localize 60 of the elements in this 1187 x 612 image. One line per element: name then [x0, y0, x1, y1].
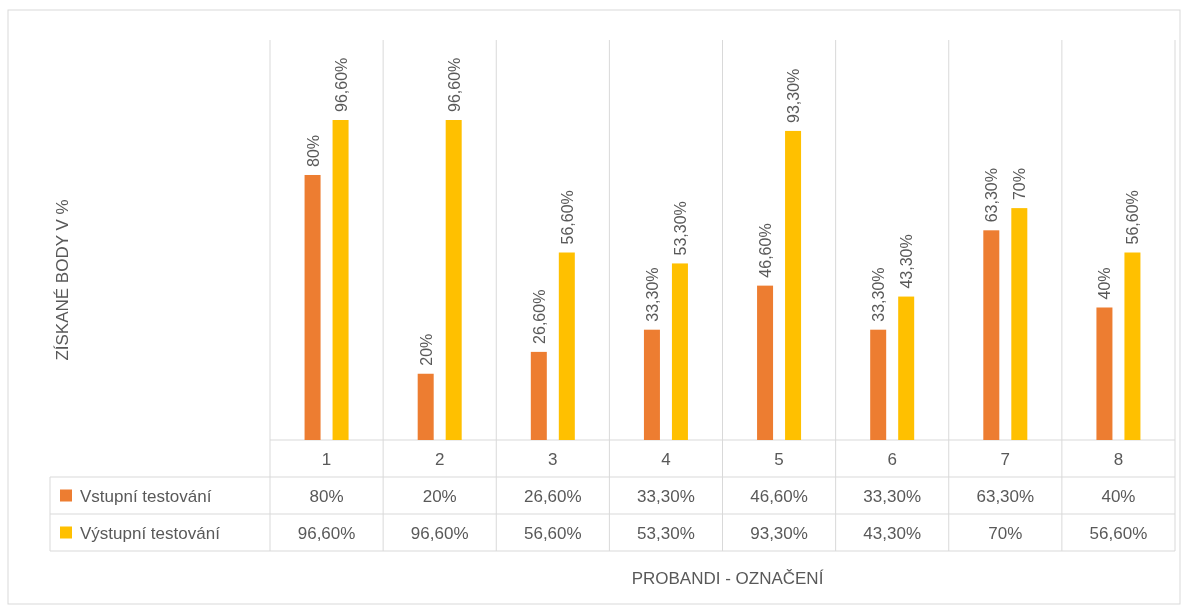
text: 33,30% — [643, 267, 661, 322]
x-tick-label: 6 — [887, 449, 897, 469]
text: 80% — [304, 134, 322, 167]
text: 43,30% — [898, 234, 916, 289]
data-label: 33,30% — [863, 486, 922, 506]
bar — [671, 263, 688, 440]
data-label: 20% — [422, 486, 457, 506]
text: ZÍSKANÉ BODY V % — [53, 199, 72, 361]
bar — [304, 174, 321, 440]
bar — [1011, 208, 1028, 440]
bar — [445, 120, 462, 440]
bar — [898, 296, 915, 440]
x-tick-label: 8 — [1113, 449, 1124, 469]
x-tick-label: 3 — [548, 449, 558, 469]
text: 96,60% — [332, 57, 350, 112]
x-tick-label: 7 — [1000, 449, 1011, 469]
data-label: 26,60% — [523, 486, 582, 506]
legend-label: Vstupní testování — [80, 486, 212, 506]
bar — [417, 373, 434, 440]
data-label: 96,60% — [410, 523, 469, 543]
text: PROBANDI - OZNAČENÍ — [631, 569, 824, 588]
text: 56,60% — [1124, 190, 1142, 245]
text: 46,60% — [757, 223, 775, 278]
text: 70% — [1011, 168, 1029, 201]
bar — [558, 252, 575, 440]
text: 33,30% — [870, 267, 888, 322]
bar — [1124, 252, 1141, 440]
data-label: 40% — [1101, 486, 1136, 506]
data-label: 53,30% — [637, 523, 695, 543]
x-tick-label: 5 — [774, 449, 784, 469]
text: 93,30% — [785, 68, 803, 123]
bar — [983, 230, 1000, 440]
text: 63,30% — [983, 168, 1001, 223]
data-label: 70% — [988, 523, 1023, 543]
bar — [785, 130, 802, 440]
data-label: 56,60% — [1089, 523, 1148, 543]
data-label: 33,30% — [637, 486, 695, 506]
x-tick-label: 1 — [321, 449, 332, 469]
x-tick-label: 4 — [661, 449, 671, 469]
bar — [870, 329, 887, 440]
text: 20% — [417, 333, 435, 366]
bar — [1096, 307, 1113, 440]
bar — [643, 329, 660, 440]
x-tick-label: 2 — [434, 449, 445, 469]
bar — [530, 351, 547, 440]
data-label: 63,30% — [976, 486, 1035, 506]
text: 53,30% — [671, 201, 689, 256]
data-label: 43,30% — [863, 523, 922, 543]
data-label: 96,60% — [297, 523, 356, 543]
bar — [332, 120, 349, 440]
data-label: 93,30% — [750, 523, 808, 543]
data-label: 56,60% — [523, 523, 582, 543]
bar — [757, 285, 774, 440]
data-label: 80% — [309, 486, 344, 506]
text: 96,60% — [445, 57, 463, 112]
text: 56,60% — [558, 190, 576, 245]
data-label: 46,60% — [750, 486, 808, 506]
text: 40% — [1096, 267, 1114, 300]
legend-label: Výstupní testování — [80, 523, 221, 543]
text: 26,60% — [530, 289, 548, 344]
